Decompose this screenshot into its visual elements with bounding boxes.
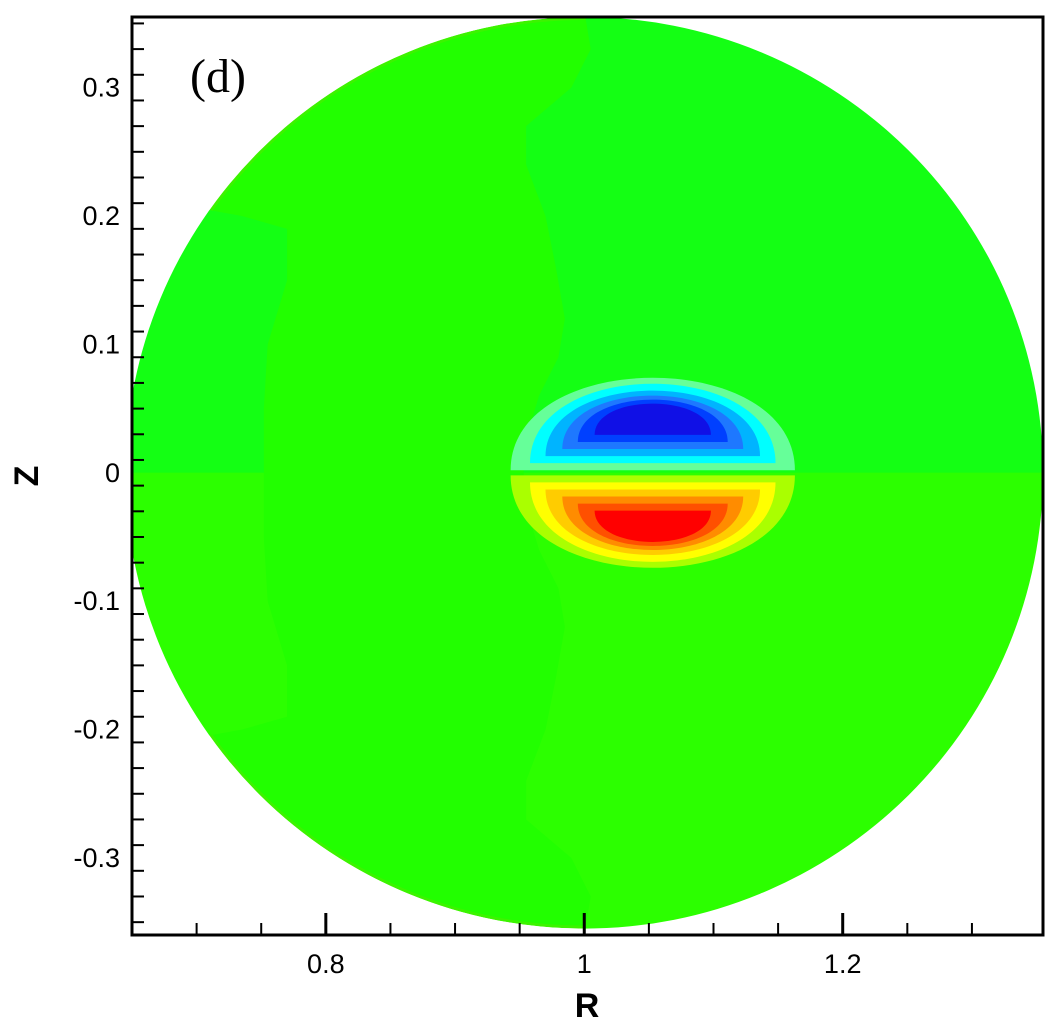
x-axis-title: R [575,987,600,1025]
outside-domain-mask [132,17,1043,935]
plot-frame [130,15,1045,937]
x-axis-ticks: 0.8 1 1.2 [195,913,973,979]
y-tick-label: -0.3 [73,843,120,873]
positive-lobe-level-6 [594,510,711,542]
y-tick-label: 0.3 [82,73,120,103]
contour-field [132,17,1043,935]
y-tick-label: 0.2 [82,201,120,231]
y-tick-label: -0.1 [73,586,120,616]
y-axis-title: Z [8,466,46,487]
y-tick-label: -0.2 [73,715,120,745]
y-tick-label: 0.1 [82,329,120,359]
y-axis-ticks: 0.3 0.2 0.1 0 -0.1 -0.2 -0.3 [73,22,144,924]
mode-structure [510,377,795,568]
x-tick-label: 0.8 [307,949,345,979]
panel-label: (d) [190,50,246,103]
y-tick-label: 0 [105,458,120,488]
x-tick-label: 1 [577,949,592,979]
negative-lobe-level-6 [594,403,711,435]
x-tick-label: 1.2 [824,949,862,979]
